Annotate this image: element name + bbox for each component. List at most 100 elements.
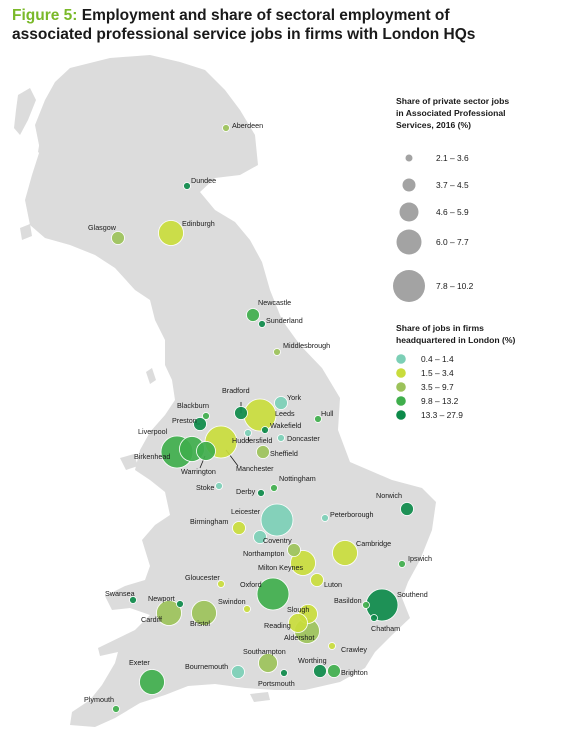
label-stoke: Stoke	[196, 483, 214, 492]
outer-hebrides	[14, 88, 36, 135]
bubble-swindon[interactable]	[243, 605, 251, 613]
bubble-crawley[interactable]	[328, 642, 336, 650]
size-legend-swatch-5	[393, 270, 425, 302]
bubble-doncaster[interactable]	[277, 434, 285, 442]
label-brighton: Brighton	[341, 668, 368, 677]
color-legend-swatch-2	[396, 368, 406, 378]
label-wakefield: Wakefield	[270, 421, 301, 430]
label-southampton: Southampton	[243, 647, 286, 656]
bubble-glasgow[interactable]	[111, 231, 125, 245]
label-northampton: Northampton	[243, 549, 285, 558]
isle-of-man	[146, 368, 156, 384]
bubble-nottingham[interactable]	[270, 484, 278, 492]
label-bristol: Bristol	[190, 619, 210, 628]
bubble-coventry[interactable]	[253, 530, 267, 544]
bubble-milton-keynes[interactable]	[290, 550, 316, 576]
bubble-ipswich[interactable]	[398, 560, 406, 568]
label-swindon: Swindon	[218, 597, 246, 606]
label-liverpool: Liverpool	[138, 427, 168, 436]
size-legend-swatch-4	[396, 229, 422, 255]
bubble-portsmouth[interactable]	[280, 669, 288, 677]
bubble-swansea[interactable]	[129, 596, 137, 604]
label-plymouth: Plymouth	[84, 695, 114, 704]
color-legend-swatch-5	[396, 410, 406, 420]
bubble-reading[interactable]	[288, 613, 308, 633]
bubble-edinburgh[interactable]	[158, 220, 184, 246]
label-gloucester: Gloucester	[185, 573, 220, 582]
bubble-peterborough[interactable]	[321, 514, 329, 522]
bubble-bournemouth[interactable]	[231, 665, 245, 679]
color-legend-label-2: 1.5 – 3.4	[421, 368, 454, 378]
bubble-gloucester[interactable]	[217, 580, 225, 588]
bubble-luton[interactable]	[310, 573, 324, 587]
label-coventry: Coventry	[263, 536, 292, 545]
bubble-aberdeen[interactable]	[222, 124, 230, 132]
label-exeter: Exeter	[129, 658, 150, 667]
label-glasgow: Glasgow	[88, 223, 117, 232]
label-nottingham: Nottingham	[279, 474, 316, 483]
label-chatham: Chatham	[371, 624, 400, 633]
size-legend-swatch-3	[399, 202, 419, 222]
size-legend-title-line-3: Services, 2016 (%)	[396, 120, 471, 130]
label-norwich: Norwich	[376, 491, 402, 500]
bubble-hull[interactable]	[314, 415, 322, 423]
label-warrington: Warrington	[181, 467, 216, 476]
bubble-sunderland[interactable]	[258, 320, 266, 328]
bubble-birmingham[interactable]	[232, 521, 246, 535]
bubble-basildon[interactable]	[362, 601, 370, 609]
label-luton: Luton	[324, 580, 342, 589]
bubble-dundee[interactable]	[183, 182, 191, 190]
size-legend-label-3: 4.6 – 5.9	[436, 207, 469, 217]
label-worthing: Worthing	[298, 656, 327, 665]
bubble-northampton[interactable]	[287, 543, 301, 557]
size-legend-title-line-1: Share of private sector jobs	[396, 96, 509, 106]
bubble-warrington[interactable]	[196, 441, 216, 461]
bubble-wakefield[interactable]	[261, 426, 269, 434]
bubble-oxford[interactable]	[256, 577, 290, 611]
label-york: York	[287, 393, 302, 402]
bubble-huddersfield[interactable]	[244, 429, 252, 437]
bubble-stoke[interactable]	[215, 482, 223, 490]
size-legend: 2.1 – 3.6 3.7 – 4.5 4.6 – 5.9 6.0 – 7.7 7.8 …	[393, 153, 474, 302]
bubble-chatham[interactable]	[370, 614, 378, 622]
bubble-cardiff[interactable]	[156, 600, 182, 626]
label-aberdeen: Aberdeen	[232, 121, 263, 130]
label-portsmouth: Portsmouth	[258, 679, 295, 688]
bubble-bradford[interactable]	[234, 406, 248, 420]
label-newcastle: Newcastle	[258, 298, 291, 307]
label-bournemouth: Bournemouth	[185, 662, 228, 671]
color-legend-label-5: 13.3 – 27.9	[421, 410, 463, 420]
bubble-worthing[interactable]	[313, 664, 327, 678]
bubble-preston[interactable]	[193, 417, 207, 431]
bubble-southampton[interactable]	[258, 653, 278, 673]
label-bradford: Bradford	[222, 386, 250, 395]
isle-of-wight	[250, 692, 270, 702]
bubble-derby[interactable]	[257, 489, 265, 497]
label-derby: Derby	[236, 487, 256, 496]
size-legend-label-2: 3.7 – 4.5	[436, 180, 469, 190]
label-huddersfield: Huddersfield	[232, 436, 272, 445]
bubble-bristol[interactable]	[191, 600, 217, 626]
color-legend-swatch-1	[396, 354, 406, 364]
bubble-sheffield[interactable]	[256, 445, 270, 459]
label-southend: Southend	[397, 590, 428, 599]
bubble-newcastle[interactable]	[246, 308, 260, 322]
bubble-cambridge[interactable]	[332, 540, 358, 566]
bubble-newport[interactable]	[176, 600, 184, 608]
label-birmingham: Birmingham	[190, 517, 228, 526]
bubble-plymouth[interactable]	[112, 705, 120, 713]
figure-label: Figure 5:	[12, 7, 78, 24]
bubble-york[interactable]	[274, 396, 288, 410]
figure-title-text: Employment and share of sectoral employm…	[12, 7, 476, 43]
color-legend-swatch-3	[396, 382, 406, 392]
label-crawley: Crawley	[341, 645, 367, 654]
bubble-blackburn[interactable]	[202, 412, 210, 420]
label-middlesbrough: Middlesbrough	[283, 341, 330, 350]
bubble-leicester[interactable]	[260, 503, 294, 537]
bubble-middlesbrough[interactable]	[273, 348, 281, 356]
bubble-exeter[interactable]	[139, 669, 165, 695]
label-birkenhead: Birkenhead	[134, 452, 170, 461]
bubble-brighton[interactable]	[327, 664, 341, 678]
bubble-norwich[interactable]	[400, 502, 414, 516]
